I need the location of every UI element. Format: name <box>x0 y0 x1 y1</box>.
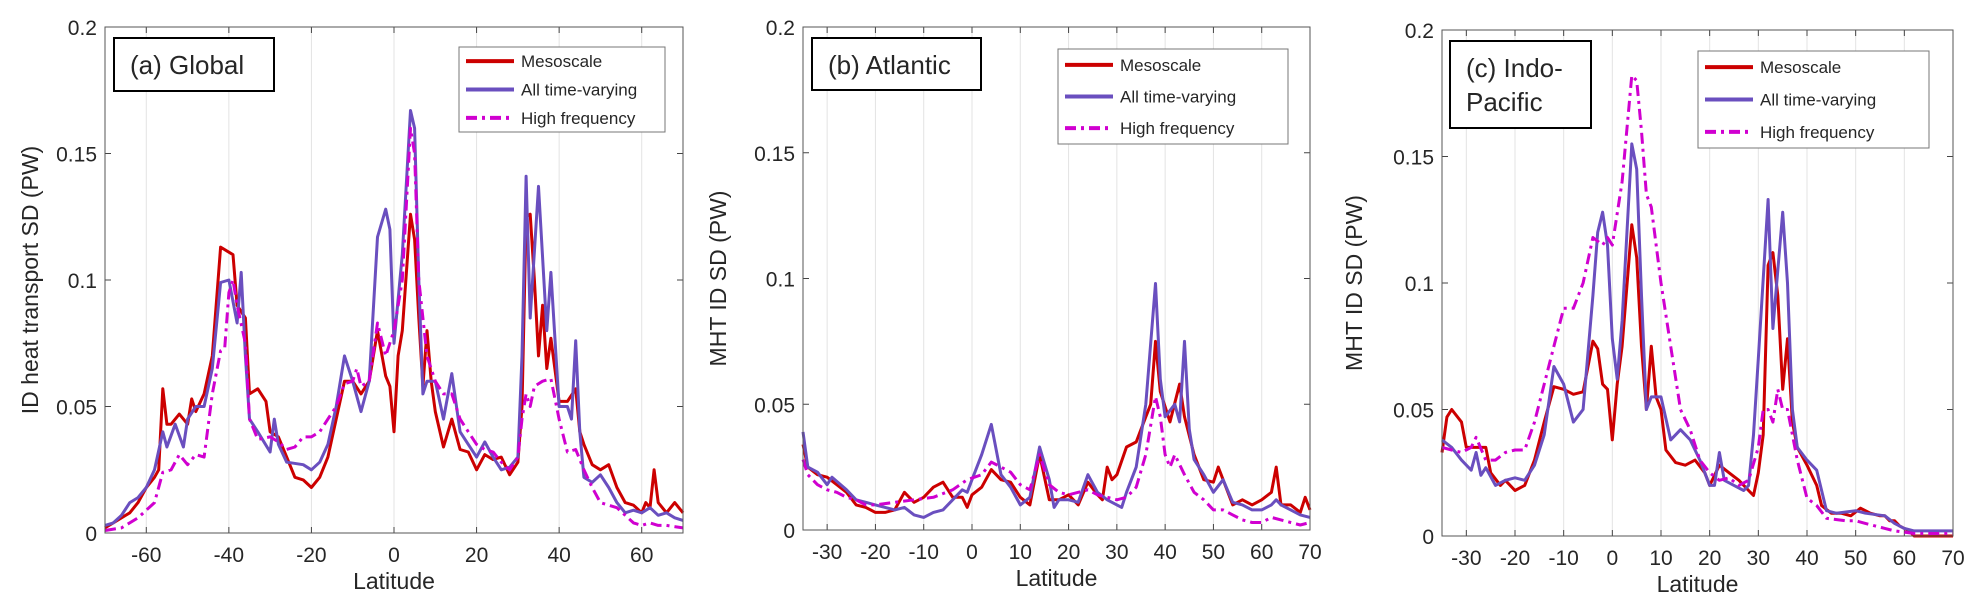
series-line-high-frequency <box>104 126 684 532</box>
y-tick-label: 0.2 <box>1405 20 1434 43</box>
x-tick-label: 40 <box>547 544 570 567</box>
panel-1: -30 -20 -10 0 10 20 30 40 50 60 70 0 0.05 0.1 0.15 0.2 L… <box>705 17 1322 591</box>
x-tick-label: 30 <box>1105 541 1128 564</box>
x-tick-label: 40 <box>1795 547 1818 570</box>
x-tick-label: -60 <box>131 544 161 567</box>
x-tick-label: 60 <box>1893 547 1916 570</box>
legend: Mesoscale All time-varying High frequency <box>458 46 666 133</box>
y-tick-label: 0.15 <box>56 144 97 167</box>
series-line-all-time-varying <box>1441 142 1953 533</box>
x-tick-label: 10 <box>1649 547 1672 570</box>
x-tick-label: 50 <box>1844 547 1867 570</box>
x-tick-label: -20 <box>860 541 890 564</box>
legend-label: Mesoscale <box>1120 56 1201 75</box>
x-tick-label: -20 <box>1500 547 1530 570</box>
legend-label: Mesoscale <box>521 52 602 71</box>
legend: Mesoscale All time-varying High frequency <box>1697 50 1930 149</box>
legend-label: High frequency <box>521 109 636 128</box>
y-axis-label: ID heat transport SD (PW) <box>17 146 43 414</box>
y-tick-label: 0.05 <box>754 394 795 417</box>
x-tick-label: 70 <box>1941 547 1964 570</box>
x-tick-label: 20 <box>1057 541 1080 564</box>
y-tick-label: 0 <box>783 520 795 543</box>
x-tick-label: 30 <box>1747 547 1770 570</box>
y-axis-label: MHT ID SD (PW) <box>705 191 731 367</box>
axes-box <box>1441 29 1954 537</box>
y-tick-label: 0.2 <box>68 17 97 40</box>
y-tick-label: 0.2 <box>766 17 795 40</box>
x-tick-label: 20 <box>465 544 488 567</box>
x-tick-label: 20 <box>1698 547 1721 570</box>
x-tick-label: -30 <box>1451 547 1481 570</box>
panel-title: (b) Atlantic <box>828 50 951 80</box>
x-tick-label: -10 <box>1548 547 1578 570</box>
legend-label: All time-varying <box>1760 91 1876 110</box>
legend-label: High frequency <box>1120 119 1235 138</box>
series-line-mesoscale <box>1440 223 1953 538</box>
legend: Mesoscale All time-varying High frequency <box>1057 48 1289 145</box>
x-tick-label: 0 <box>966 541 978 564</box>
axes-box <box>802 26 1311 531</box>
panel-title-box <box>113 37 275 92</box>
panel-title-box <box>811 37 982 91</box>
axes-box <box>104 26 684 534</box>
panel-title: (a) Global <box>130 50 244 80</box>
y-tick-label: 0.15 <box>754 143 795 166</box>
y-axis-label: MHT ID SD (PW) <box>1341 195 1367 371</box>
y-tick-label: 0.1 <box>1405 273 1434 296</box>
x-tick-label: -20 <box>296 544 326 567</box>
x-tick-label: -40 <box>214 544 244 567</box>
series-line-mesoscale <box>801 339 1312 514</box>
x-tick-label: 70 <box>1298 541 1321 564</box>
x-tick-label: 60 <box>630 544 653 567</box>
y-tick-label: 0.15 <box>1393 147 1434 170</box>
legend-label: Mesoscale <box>1760 58 1841 77</box>
y-tick-label: 0.05 <box>56 397 97 420</box>
panel-title: (c) Indo- <box>1466 53 1563 83</box>
panel-0: -60 -40 -20 0 20 40 60 0 0.05 0.1 0.15 0.2 Latitude I… <box>17 17 685 594</box>
x-tick-label: 0 <box>388 544 400 567</box>
y-tick-label: 0.1 <box>766 269 795 292</box>
series-line-high-frequency <box>801 395 1311 527</box>
series-line-all-time-varying <box>801 282 1311 519</box>
legend-label: All time-varying <box>1120 88 1236 107</box>
panel-title: Pacific <box>1466 87 1543 117</box>
x-tick-label: 0 <box>1606 547 1618 570</box>
x-tick-label: -30 <box>812 541 842 564</box>
x-tick-label: 10 <box>1009 541 1032 564</box>
x-tick-label: 40 <box>1153 541 1176 564</box>
x-tick-label: -10 <box>909 541 939 564</box>
x-tick-label: 50 <box>1202 541 1225 564</box>
y-tick-label: 0.1 <box>68 270 97 293</box>
legend-label: All time-varying <box>521 81 637 100</box>
legend-label: High frequency <box>1760 123 1875 142</box>
y-tick-label: 0.05 <box>1393 400 1434 423</box>
x-axis-label: Latitude <box>353 568 435 594</box>
panel-2: -30 -20 -10 0 10 20 30 40 50 60 70 0 0.05 0.1 0.15 0.2 L… <box>1341 20 1965 597</box>
y-tick-label: 0 <box>85 523 97 546</box>
y-tick-label: 0 <box>1422 526 1434 549</box>
x-axis-label: Latitude <box>1657 571 1739 597</box>
x-axis-label: Latitude <box>1016 565 1098 591</box>
x-tick-label: 60 <box>1250 541 1273 564</box>
panel-title-box <box>1449 40 1592 129</box>
series-line-high-frequency <box>1441 74 1953 535</box>
